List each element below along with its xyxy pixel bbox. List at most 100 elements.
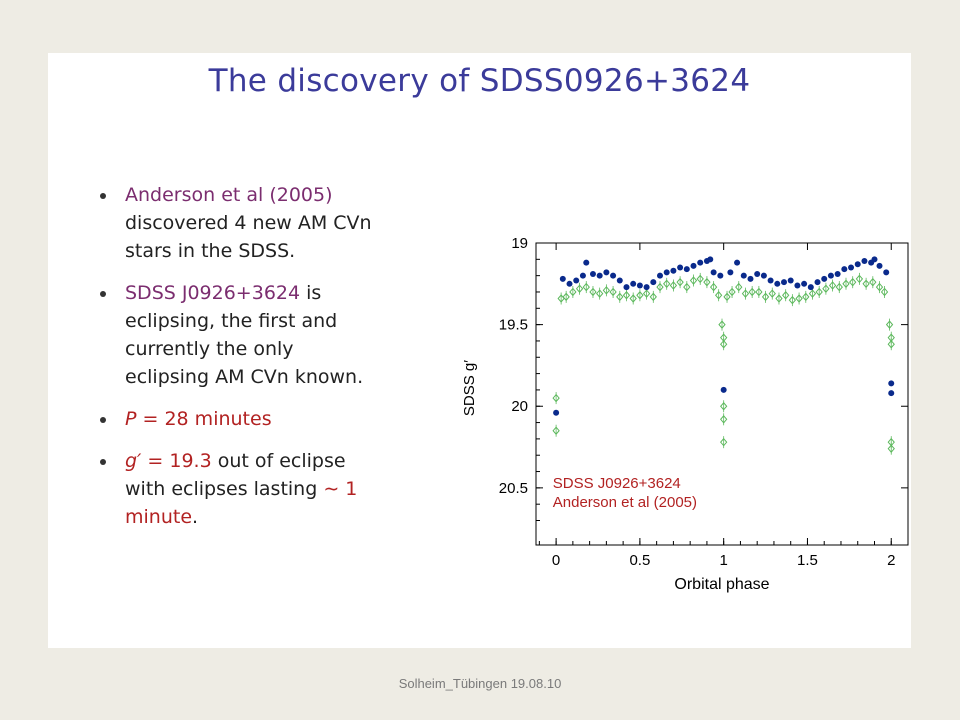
blue-point xyxy=(883,269,890,276)
green-point xyxy=(728,287,736,297)
blue-point xyxy=(888,380,895,387)
green-point xyxy=(616,292,624,302)
blue-point xyxy=(767,277,774,284)
green-point xyxy=(815,287,823,297)
blue-point xyxy=(559,275,566,282)
blue-point xyxy=(848,264,855,271)
bullet-item: SDSS J0926+3624 is eclipsing, the first … xyxy=(93,279,383,391)
blue-point xyxy=(710,269,717,276)
green-point xyxy=(723,292,731,302)
green-point xyxy=(849,277,857,287)
blue-point xyxy=(610,272,617,279)
green-point xyxy=(835,282,843,292)
green-point xyxy=(855,274,864,284)
blue-point xyxy=(573,277,580,284)
green-point xyxy=(862,279,870,289)
blue-point xyxy=(888,390,895,397)
green-point xyxy=(875,282,884,292)
green-point xyxy=(718,320,726,329)
green-point xyxy=(842,279,850,289)
green-point xyxy=(741,289,750,298)
blue-point xyxy=(603,269,610,276)
bullet-text: SDSS J0926+3624 xyxy=(125,282,301,304)
green-point xyxy=(676,277,684,287)
blue-point xyxy=(781,279,787,286)
blue-point xyxy=(583,259,590,266)
green-point xyxy=(569,287,577,297)
blue-point xyxy=(754,271,761,278)
bullet-item: g′ = 19.3 out of eclipse with eclipses l… xyxy=(93,447,383,531)
blue-point xyxy=(623,284,630,291)
bullet-text: . xyxy=(192,506,199,528)
blue-point xyxy=(579,272,586,279)
green-point xyxy=(887,339,895,349)
blue-point xyxy=(727,269,734,276)
x-tick-label: 0 xyxy=(552,552,560,569)
bullet-text: g′ xyxy=(125,450,142,472)
green-point xyxy=(589,287,597,297)
green-point xyxy=(714,290,723,300)
bullet-item: Anderson et al (2005) discovered 4 new A… xyxy=(93,181,383,265)
green-point xyxy=(808,289,817,298)
x-tick-label: 0.5 xyxy=(629,552,650,569)
blue-point xyxy=(876,262,883,269)
blue-point xyxy=(707,256,714,263)
blue-point xyxy=(670,267,677,274)
blue-point xyxy=(720,386,727,393)
green-point xyxy=(596,289,604,298)
green-point xyxy=(720,415,728,424)
green-point xyxy=(582,282,590,292)
bullet-text: out of eclipse with eclipses lasting xyxy=(125,450,346,500)
green-point xyxy=(720,339,728,349)
green-point xyxy=(869,277,877,287)
slide: The discovery of SDSS0926+3624 Anderson … xyxy=(48,53,911,648)
blue-point xyxy=(787,277,794,284)
green-point xyxy=(622,290,631,300)
bullet-text: is eclipsing, the first and currently th… xyxy=(125,282,364,388)
green-point xyxy=(683,282,691,292)
series-blue-circles xyxy=(553,256,895,416)
blue-point xyxy=(794,282,801,289)
blue-point xyxy=(657,272,663,279)
y-tick-label: 19 xyxy=(511,235,528,252)
blue-point xyxy=(801,280,808,287)
green-point xyxy=(663,279,671,289)
green-point xyxy=(795,294,803,303)
bullet-item: P = 28 minutes xyxy=(93,405,383,433)
green-point xyxy=(552,426,560,435)
blue-point xyxy=(663,269,670,276)
blue-point xyxy=(683,266,690,273)
blue-point xyxy=(854,261,861,268)
slide-title: The discovery of SDSS0926+3624 xyxy=(208,63,751,99)
green-point xyxy=(720,437,728,447)
bullet-text: discovered 4 new AM CVn stars in the SDS… xyxy=(125,212,372,262)
plot-frame xyxy=(535,242,909,546)
blue-point xyxy=(861,257,868,264)
blue-point xyxy=(630,280,637,287)
blue-point xyxy=(643,284,650,291)
green-point xyxy=(669,281,678,290)
blue-point xyxy=(596,272,603,279)
green-point xyxy=(575,284,584,293)
footer: Solheim_Tübingen 19.08.10 xyxy=(398,676,562,691)
blue-point xyxy=(553,409,560,416)
bullet-text: = 19.3 xyxy=(141,450,212,472)
blue-point xyxy=(717,272,724,279)
x-axis-label: Orbital phase xyxy=(674,576,769,593)
bullet-text: = 28 minutes xyxy=(136,408,272,430)
green-point xyxy=(782,290,790,300)
green-point xyxy=(755,287,763,297)
y-tick-label: 19.5 xyxy=(499,317,528,334)
blue-point xyxy=(834,271,841,278)
bullet-text: ∼ 1 minute xyxy=(125,478,358,528)
blue-point xyxy=(760,272,767,279)
green-point xyxy=(880,287,889,297)
blue-point xyxy=(807,284,814,291)
green-point xyxy=(720,401,728,411)
green-point xyxy=(649,292,657,302)
green-point xyxy=(788,295,797,305)
y-tick-label: 20 xyxy=(511,398,528,415)
blue-point xyxy=(871,256,878,263)
blue-point xyxy=(841,266,848,273)
green-point xyxy=(552,393,560,403)
